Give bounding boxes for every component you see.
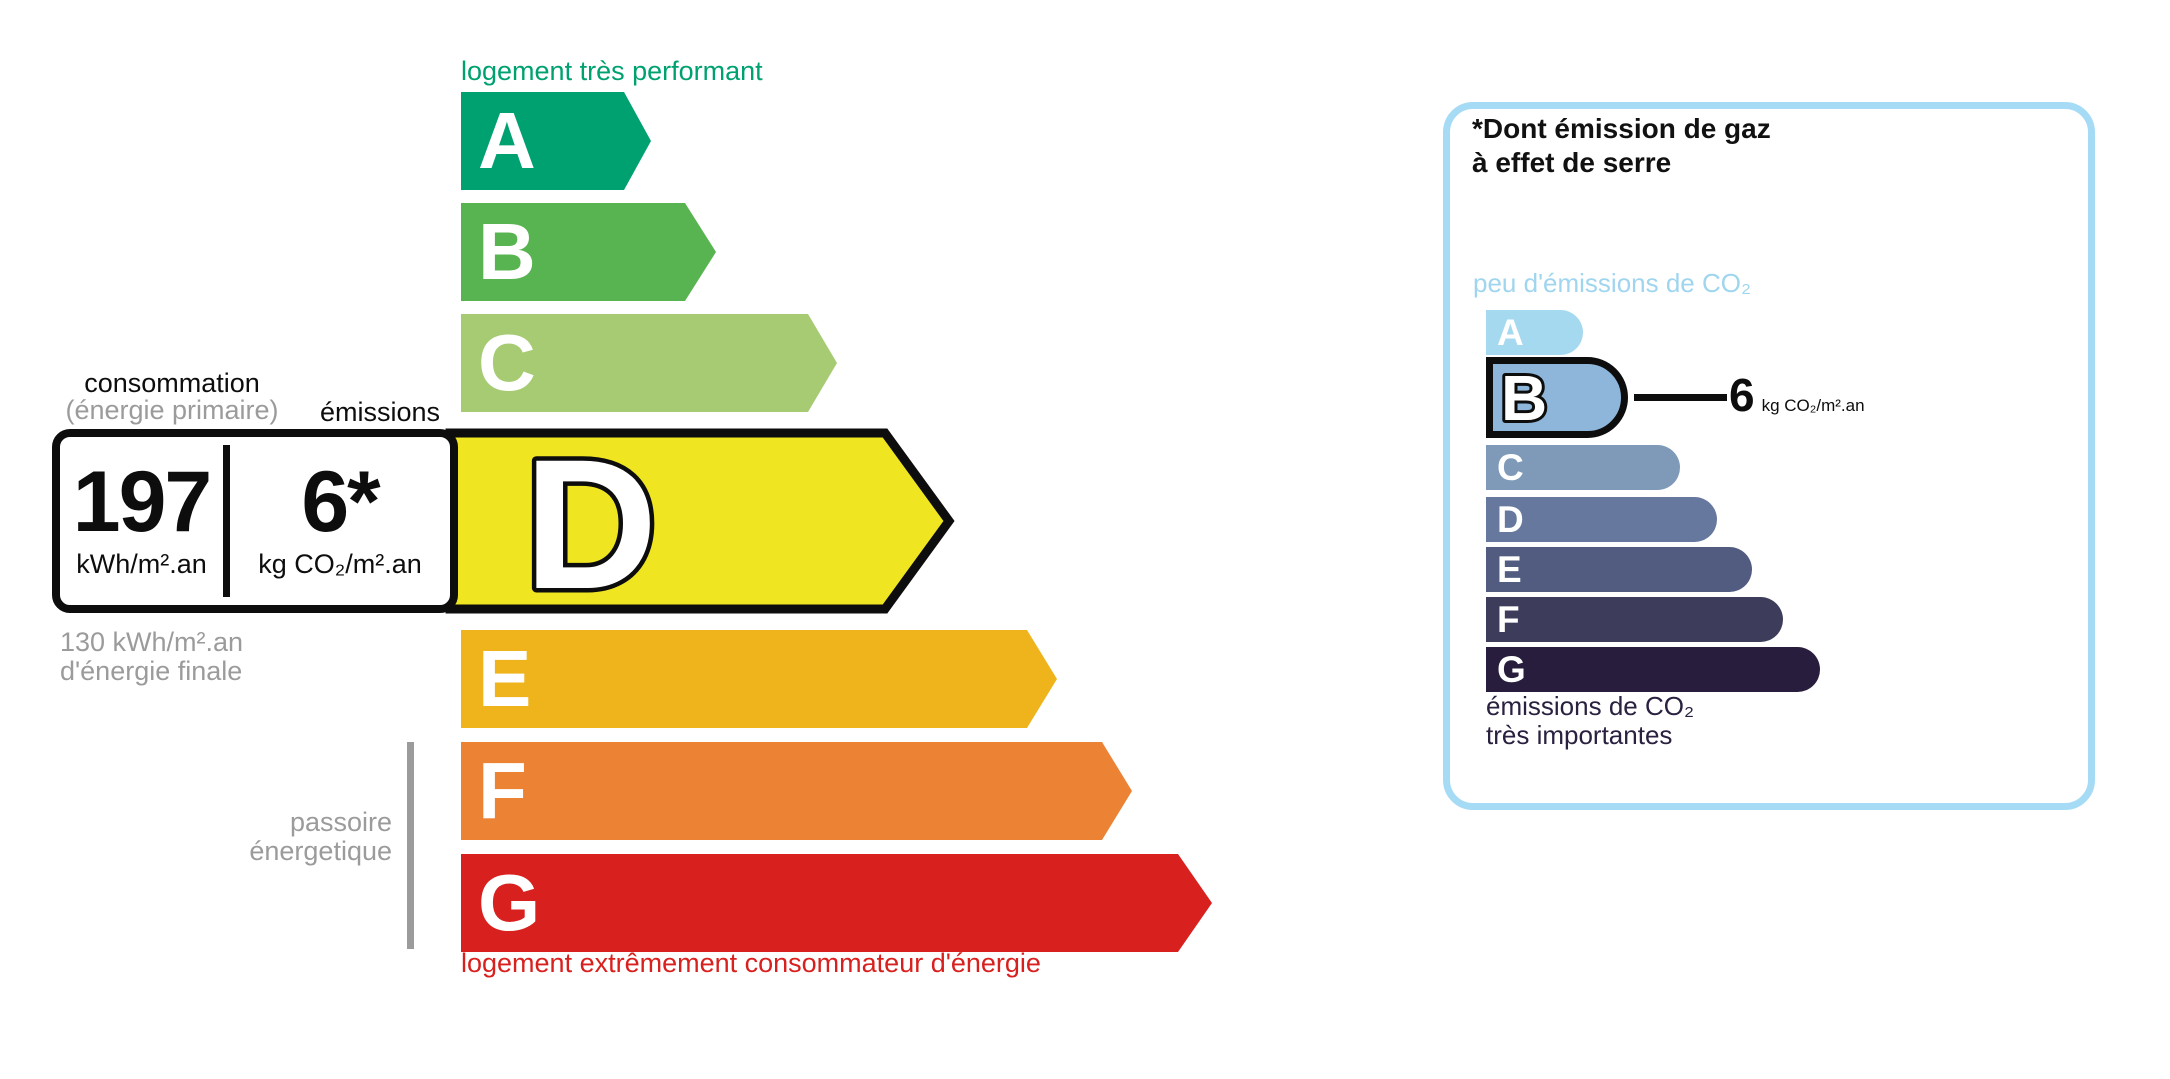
co2-class-letter-D: D (1497, 499, 1524, 540)
energy-scale-top-label: logement très performant (461, 56, 763, 86)
co2-scale-top-label: peu d'émissions de CO₂ (1473, 268, 1752, 298)
consumption-unit: kWh/m².an (76, 549, 207, 580)
co2-value-row: 6 kg CO₂/m².an (1729, 372, 1865, 418)
co2-scale-bottom-label-line1: émissions de CO₂ (1486, 691, 1695, 721)
value-box-divider (223, 445, 230, 597)
co2-panel-title-line1: *Dont émission de gaz (1472, 113, 1771, 144)
co2-value-unit: kg CO₂/m².an (1761, 396, 1865, 415)
co2-scale-bottom-label: émissions de CO₂ très importantes (1486, 692, 1694, 750)
co2-class-letter-G: G (1497, 649, 1526, 690)
consumption-value-box: 197 kWh/m².an 6* kg CO₂/m².an (52, 429, 458, 613)
current-energy-class-letter: D (524, 422, 658, 625)
co2-value-leader-line (1634, 394, 1727, 401)
co2-panel-title-line2: à effet de serre (1472, 147, 1672, 178)
final-energy-line1: 130 kWh/m².an (60, 627, 244, 657)
final-energy-note: 130 kWh/m².an d'énergie finale (60, 628, 243, 686)
co2-class-bar-C: C (1486, 445, 1680, 490)
energy-class-bar-E: E (461, 630, 1057, 728)
energy-class-letter-G: G (478, 858, 541, 947)
energy-class-letter-B: B (478, 207, 536, 296)
co2-class-bar-D: D (1486, 497, 1717, 542)
co2-class-letter-E: E (1497, 549, 1522, 590)
consumption-header-line2: (énergie primaire) (65, 395, 279, 425)
co2-class-letter-F: F (1497, 599, 1520, 640)
emissions-header: émissions (319, 397, 441, 427)
consumption-header-line1: consommation (84, 368, 260, 398)
co2-value: 6 (1729, 369, 1755, 421)
co2-current-class-letter-svg: B (1498, 359, 1550, 437)
passoire-label: passoire énergetique (52, 808, 392, 866)
energy-class-letter-A: A (478, 96, 536, 185)
consumption-value: 197 (72, 453, 212, 550)
co2-class-letter-C: C (1497, 447, 1524, 488)
final-energy-line2: d'énergie finale (60, 656, 243, 686)
energy-class-letter-F: F (478, 746, 527, 835)
co2-current-class-letter: B (1501, 364, 1547, 431)
co2-class-bar-E: E (1486, 547, 1752, 592)
co2-class-bar-B: B (1486, 357, 1628, 438)
co2-class-bar-F: F (1486, 597, 1783, 642)
energy-scale-bottom-label: logement extrêmement consommateur d'éner… (461, 948, 1041, 978)
energy-class-bar-B: B (461, 203, 716, 301)
consumption-cell: 197 kWh/m².an (60, 437, 223, 605)
energy-class-bar-C: C (461, 314, 837, 412)
passoire-bracket-bar (407, 742, 414, 949)
emissions-unit: kg CO₂/m².an (258, 549, 422, 580)
co2-class-bar-A: A (1486, 310, 1583, 355)
emissions-value: 6* (301, 453, 380, 550)
co2-class-bar-G: G (1486, 647, 1820, 692)
energy-class-letter-C: C (478, 318, 536, 407)
energy-class-bar-F: F (461, 742, 1132, 840)
co2-class-letter-A: A (1497, 312, 1524, 353)
passoire-label-line1: passoire (289, 807, 392, 837)
emissions-cell: 6* kg CO₂/m².an (230, 437, 450, 605)
co2-panel-title: *Dont émission de gaz à effet de serre (1472, 112, 1771, 180)
consumption-header: consommation (énergie primaire) (52, 370, 292, 424)
passoire-label-line2: énergetique (249, 836, 392, 866)
energy-class-bar-G: G (461, 854, 1212, 952)
co2-scale-bottom-label-line2: très importantes (1486, 720, 1673, 750)
energy-class-bar-A: A (461, 92, 651, 190)
energy-class-letter-E: E (478, 634, 532, 723)
current-energy-class-arrow: D (445, 418, 955, 625)
